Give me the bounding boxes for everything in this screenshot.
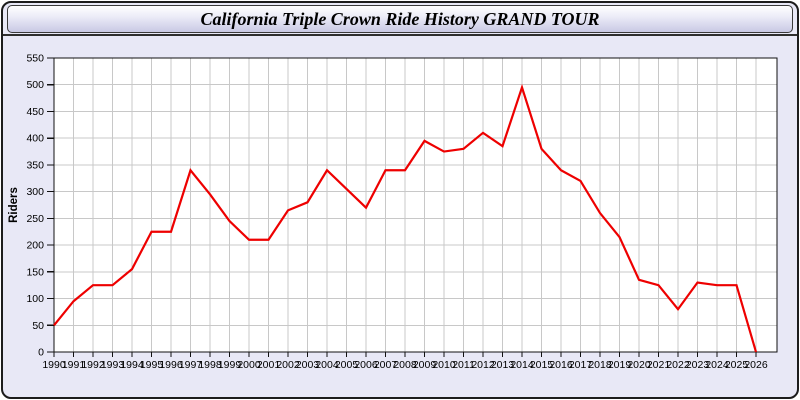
x-tick-label: 2000	[237, 359, 261, 371]
y-tick-label: 150	[26, 266, 44, 278]
y-tick-label: 200	[26, 240, 44, 252]
chart-title: California Triple Crown Ride History GRA…	[200, 8, 600, 29]
x-tick-label: 1990	[42, 359, 66, 371]
x-tick-label: 1995	[140, 359, 164, 371]
y-tick-label: 100	[26, 293, 44, 305]
y-tick-label: 500	[26, 79, 44, 91]
header-separator	[3, 34, 797, 36]
x-tick-label: 2012	[471, 359, 495, 371]
x-tick-label: 2023	[686, 359, 710, 371]
x-tick-label: 2004	[315, 359, 339, 371]
x-tick-label: 2022	[666, 359, 690, 371]
x-tick-label: 1996	[159, 359, 183, 371]
x-axis: 1990199119921993199419951996199719981999…	[42, 352, 768, 371]
x-tick-label: 2024	[705, 359, 729, 371]
y-axis: 0 50 100 150 200 250 300 350 400 450 500 550	[26, 53, 54, 359]
x-tick-label: 1999	[218, 359, 242, 371]
x-tick-label: 1997	[179, 359, 203, 371]
x-tick-label: 1994	[120, 359, 144, 371]
x-tick-label: 2009	[413, 359, 437, 371]
y-tick-label: 50	[32, 320, 44, 332]
x-tick-label: 2018	[588, 359, 612, 371]
x-tick-label: 2021	[647, 359, 671, 371]
x-tick-label: 1993	[101, 359, 125, 371]
x-tick-label: 2006	[354, 359, 378, 371]
chart-area: 0 50 100 150 200 250 300 350 400 450 500 550 1990 199…	[3, 3, 797, 395]
x-tick-label: 2005	[335, 359, 359, 371]
y-tick-label: 350	[26, 159, 44, 171]
x-tick-label: 2020	[627, 359, 651, 371]
data-line-riders	[53, 83, 758, 353]
x-tick-label: 2002	[276, 359, 300, 371]
x-tick-label: 2016	[549, 359, 573, 371]
x-tick-label: 2025	[725, 359, 749, 371]
y-tick-label: 300	[26, 186, 44, 198]
x-tick-label: 2003	[296, 359, 320, 371]
x-tick-label: 2011	[452, 359, 475, 371]
y-axis-title: Riders	[8, 187, 20, 223]
x-tick-label: 2001	[257, 359, 281, 371]
x-tick-label: 2010	[432, 359, 456, 371]
plot-frame	[53, 57, 778, 353]
x-tick-label: 1998	[198, 359, 222, 371]
plot-background	[54, 58, 777, 352]
chart-header: California Triple Crown Ride History GRA…	[7, 5, 793, 33]
x-tick-label: 2015	[530, 359, 554, 371]
y-tick-label: 550	[26, 53, 44, 65]
x-tick-label: 2017	[569, 359, 593, 371]
y-tick-label: 0	[38, 347, 44, 359]
y-tick-label: 400	[26, 133, 44, 145]
y-tick-label: 250	[26, 213, 44, 225]
x-tick-label: 2007	[374, 359, 398, 371]
x-tick-label: 2026	[744, 359, 768, 371]
x-tick-label: 2008	[393, 359, 417, 371]
chart-svg: 0501001502002503003504004505005501990199…	[8, 53, 778, 371]
x-tick-label: 1991	[62, 359, 86, 371]
x-tick-label: 2019	[608, 359, 632, 371]
x-tick-label: 2014	[510, 359, 534, 371]
x-tick-label: 2013	[491, 359, 515, 371]
gridlines	[54, 58, 777, 352]
y-tick-label: 450	[26, 106, 44, 118]
x-tick-label: 1992	[81, 359, 105, 371]
